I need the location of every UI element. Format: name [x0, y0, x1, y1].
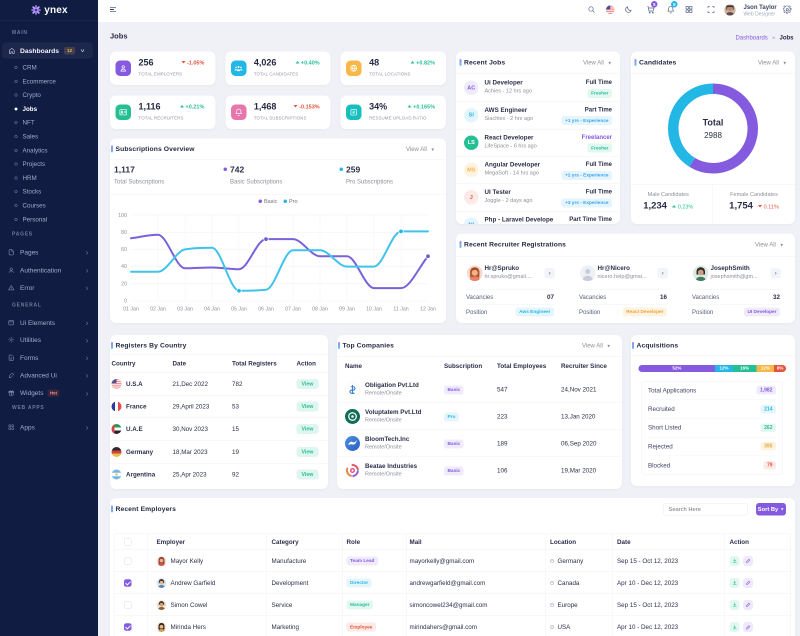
svg-text:40: 40 — [121, 264, 127, 270]
svg-text:10 Jan: 10 Jan — [366, 307, 382, 313]
svg-text:11 Jan: 11 Jan — [393, 307, 408, 313]
svg-text:08 Jan: 08 Jan — [312, 307, 328, 313]
svg-text:07 Jan: 07 Jan — [285, 307, 301, 313]
svg-text:80: 80 — [121, 230, 127, 236]
svg-text:05 Jan: 05 Jan — [231, 307, 247, 313]
svg-text:01 Jan: 01 Jan — [123, 307, 139, 313]
svg-text:06 Jan: 06 Jan — [258, 307, 274, 313]
svg-text:03 Jan: 03 Jan — [177, 307, 193, 313]
svg-text:20: 20 — [121, 282, 127, 288]
svg-text:04 Jan: 04 Jan — [204, 307, 220, 313]
svg-text:09 Jan: 09 Jan — [339, 307, 355, 313]
svg-text:100: 100 — [118, 213, 127, 219]
svg-text:0: 0 — [124, 299, 127, 305]
svg-text:12 Jan: 12 Jan — [420, 307, 436, 313]
svg-text:60: 60 — [121, 247, 127, 253]
svg-text:02 Jan: 02 Jan — [150, 307, 166, 313]
